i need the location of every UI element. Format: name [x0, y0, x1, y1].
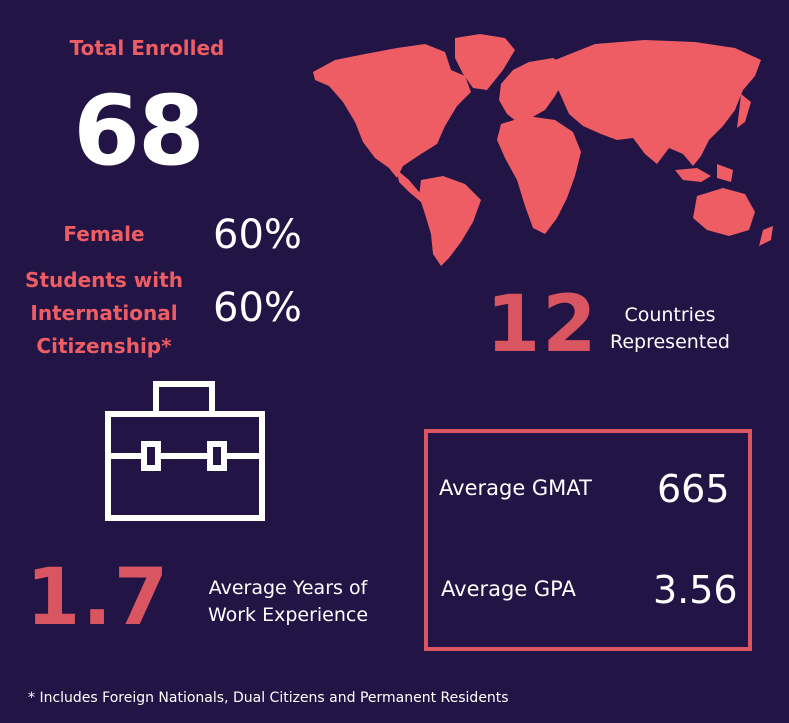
international-citizenship-value: 60% — [213, 285, 302, 331]
experience-label-line-2: Work Experience — [207, 604, 369, 626]
total-enrolled-value: 68 — [73, 75, 205, 187]
countries-label-line-2: Represented — [609, 331, 730, 353]
briefcase-icon — [105, 381, 265, 521]
female-label: Female — [63, 222, 145, 246]
gpa-label: Average GPA — [441, 577, 576, 601]
female-value: 60% — [213, 212, 302, 258]
countries-value: 12 — [486, 280, 599, 370]
countries-label: Countries Represented — [592, 302, 748, 356]
experience-label: Average Years of Work Experience — [194, 575, 382, 629]
experience-label-line-1: Average Years of — [208, 577, 368, 599]
footnote: * Includes Foreign Nationals, Dual Citiz… — [28, 690, 509, 706]
world-map-icon — [313, 34, 773, 266]
total-enrolled-label: Total Enrolled — [69, 36, 225, 60]
gmat-value: 665 — [657, 467, 730, 511]
gmat-label: Average GMAT — [439, 476, 592, 500]
international-label-line-3: Citizenship* — [36, 334, 172, 358]
international-citizenship-label: Students with International Citizenship* — [14, 264, 194, 363]
gpa-value: 3.56 — [653, 568, 738, 612]
countries-label-line-1: Countries — [624, 304, 716, 326]
scores-box — [424, 429, 752, 651]
experience-value: 1.7 — [26, 553, 171, 643]
international-label-line-2: International — [30, 301, 178, 325]
international-label-line-1: Students with — [25, 268, 183, 292]
